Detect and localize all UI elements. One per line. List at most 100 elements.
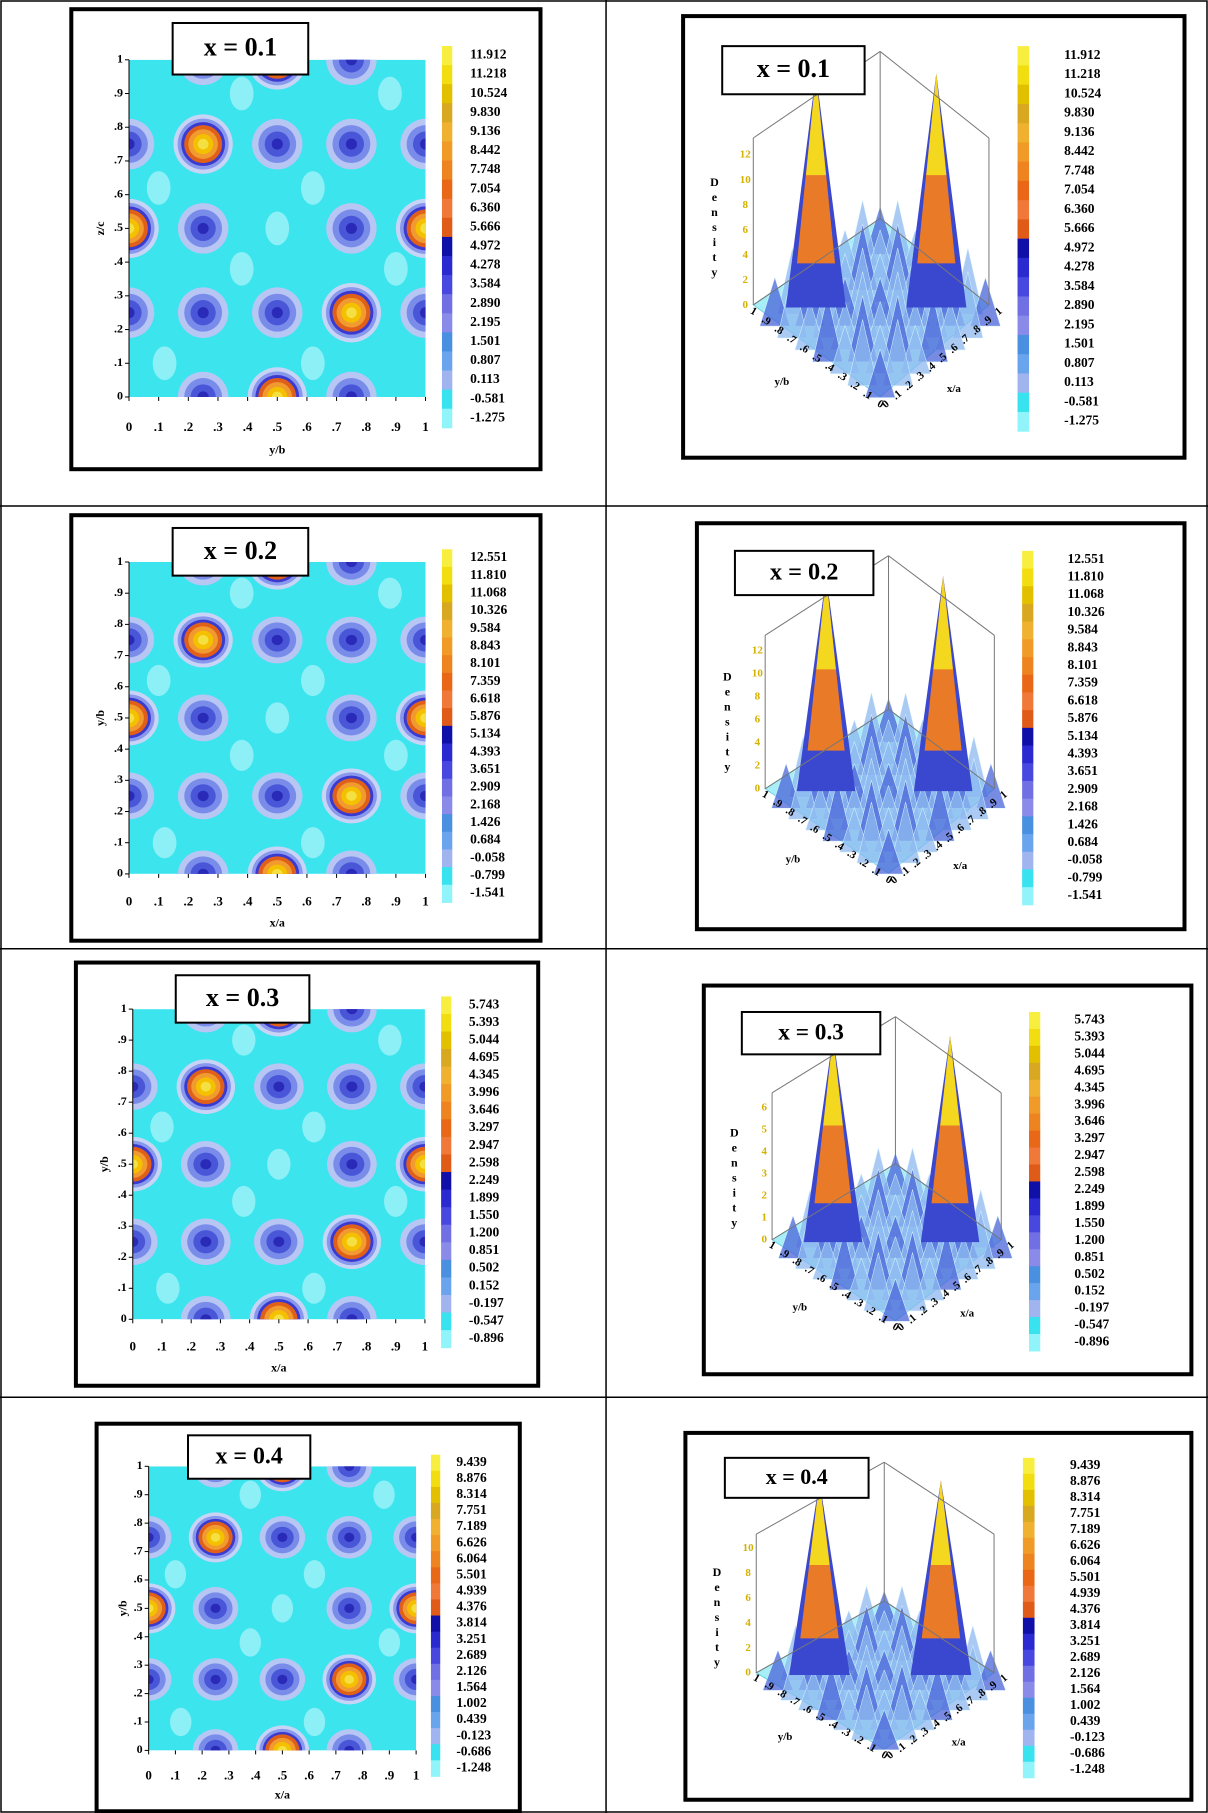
colorbar-band (1022, 622, 1033, 640)
colorbar-band (441, 1242, 451, 1260)
contour-spot (147, 171, 171, 205)
colorbar-band (441, 1154, 451, 1172)
z-tick-label: 0 (743, 299, 749, 311)
colorbar-label: 8.876 (456, 1470, 487, 1485)
x-tick-label: 1 (422, 893, 429, 908)
colorbar-label: 8.442 (1064, 143, 1095, 158)
colorbar-band (442, 371, 452, 391)
colorbar-band (1018, 85, 1030, 105)
figure-table: 00.1.1.2.2.3.3.4.4.5.5.6.6.7.7.8.8.9.911… (0, 0, 1208, 1813)
colorbar-band (1029, 1012, 1040, 1029)
colorbar-label: 9.136 (1064, 124, 1095, 139)
colorbar-label: 7.189 (456, 1518, 487, 1533)
y-axis-label: y/b (793, 1302, 808, 1314)
y-tick-label: .8 (118, 1063, 127, 1077)
colorbar-label: 11.068 (470, 584, 507, 599)
colorbar-label: 0.851 (1074, 1249, 1105, 1264)
colorbar-label: 8.101 (1067, 657, 1098, 672)
z-tick-label: 3 (762, 1168, 768, 1180)
x-tick-label: .8 (358, 1767, 368, 1782)
contour-level (198, 713, 209, 723)
colorbar-band (442, 141, 452, 161)
colorbar-band (1023, 1602, 1035, 1618)
contour-level (277, 1533, 287, 1542)
contour-plot (99, 535, 455, 902)
contour-spot (147, 665, 171, 696)
colorbar-label: 11.912 (1064, 47, 1101, 62)
colorbar-band (1029, 1317, 1040, 1334)
x-axis-label: x/a (271, 1361, 286, 1375)
colorbar-band (442, 46, 452, 66)
y-tick-label: 0 (117, 389, 123, 403)
colorbar-label: 4.278 (1064, 259, 1095, 274)
colorbar-band (442, 180, 452, 200)
colorbar-band (1022, 746, 1033, 764)
contour-level (200, 1159, 211, 1169)
colorbar-band (1018, 200, 1030, 220)
colorbar-band (431, 1535, 440, 1552)
colorbar-label: 1.501 (1064, 336, 1095, 351)
contour-spot (378, 1025, 401, 1056)
colorbar-label: 12.551 (1067, 551, 1104, 566)
colorbar-label: -0.058 (470, 849, 505, 864)
contour-spot (379, 1628, 400, 1656)
colorbar-band (441, 1014, 451, 1032)
contour-spot (156, 1273, 179, 1304)
colorbar-band (1018, 104, 1030, 124)
colorbar-label: -0.799 (470, 867, 505, 882)
y-axis-label: z/c (93, 221, 107, 236)
colorbar-band (442, 294, 452, 314)
colorbar-label: 0.807 (470, 352, 501, 367)
y-tick-label: 0 (117, 866, 123, 880)
colorbar-band (431, 1455, 440, 1472)
colorbar-label: 0.439 (456, 1711, 487, 1726)
contour-spot (153, 346, 177, 380)
y-tick-label: .1 (114, 834, 123, 848)
colorbar-label: 1.426 (1067, 816, 1098, 831)
colorbar-band (442, 103, 452, 123)
panel-label: x = 0.4 (216, 1444, 283, 1470)
y-tick-label: 0 (121, 1311, 127, 1325)
x-tick-label: .7 (332, 1339, 342, 1354)
colorbar-label: -0.799 (1067, 869, 1102, 884)
colorbar-band (1023, 1474, 1035, 1490)
colorbar-label: -0.686 (456, 1743, 491, 1758)
contour-spot (230, 740, 254, 771)
colorbar-label: 12.551 (470, 549, 507, 564)
y-axis-label: y/b (93, 710, 107, 726)
colorbar-label: 7.748 (470, 161, 501, 176)
contour-spot (232, 1025, 255, 1056)
colorbar-band (431, 1503, 440, 1520)
colorbar-band (1022, 692, 1033, 710)
x-tick-label: 1 (422, 419, 429, 434)
contour-level (346, 791, 357, 801)
colorbar-band (441, 1102, 451, 1120)
contour-spot (230, 77, 254, 111)
y-tick-label: 1 (121, 1001, 127, 1015)
z-tick-label: 4 (755, 737, 761, 749)
colorbar-band (1029, 1300, 1040, 1317)
colorbar-label: 2.890 (1064, 297, 1095, 312)
contour-level (344, 1604, 354, 1613)
colorbar-label: 11.912 (470, 47, 507, 62)
y-tick-label: .7 (114, 153, 123, 167)
colorbar-label: 7.359 (1067, 675, 1098, 690)
x-tick-label: .1 (154, 893, 164, 908)
colorbar-band (431, 1712, 440, 1729)
contour-spot (302, 1111, 325, 1142)
z-tick-label: 1 (762, 1212, 768, 1224)
colorbar-label: 6.626 (456, 1534, 487, 1549)
colorbar-label: 8.101 (470, 655, 501, 670)
colorbar-label: 0.851 (469, 1242, 500, 1257)
contour-level (346, 139, 357, 150)
colorbar-band (431, 1551, 440, 1568)
z-tick-label: 12 (740, 149, 752, 161)
colorbar-band (1023, 1650, 1035, 1666)
colorbar-label: 8.442 (470, 142, 501, 157)
z-tick-label: 0 (762, 1234, 768, 1246)
y-tick-label: .2 (118, 1249, 127, 1263)
colorbar-band (442, 602, 452, 620)
x-tick-label: .1 (154, 419, 164, 434)
colorbar-band (1018, 181, 1030, 201)
contour-level (272, 635, 283, 645)
